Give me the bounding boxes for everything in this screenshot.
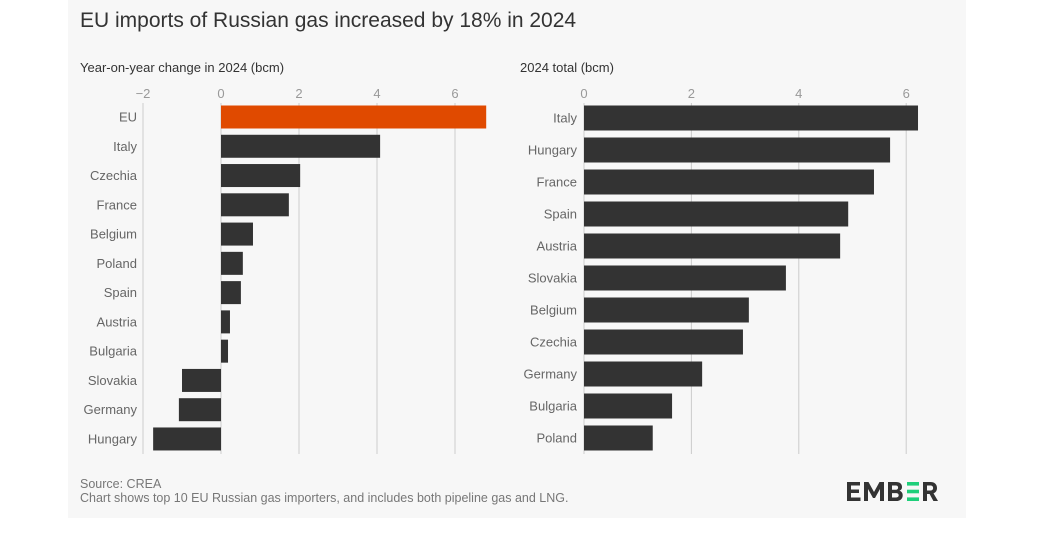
category-label: Poland (537, 431, 577, 446)
tick-label: 2 (295, 86, 302, 101)
category-label: Germany (84, 402, 138, 417)
bar-italy (584, 105, 919, 131)
tick-label: 0 (580, 86, 587, 101)
tick-label: 6 (451, 86, 458, 101)
bar-slovakia (182, 368, 221, 392)
bar-czechia (584, 329, 743, 355)
category-label: Italy (113, 139, 137, 154)
tick-label: 4 (795, 86, 802, 101)
note-text: Chart shows top 10 EU Russian gas import… (80, 491, 569, 505)
bar-austria (584, 233, 841, 259)
category-label: Italy (553, 111, 577, 126)
category-label: Hungary (528, 143, 578, 158)
category-label: Hungary (88, 431, 138, 446)
category-label: Bulgaria (529, 399, 577, 414)
category-label: France (537, 175, 577, 190)
footer: Source: CREA Chart shows top 10 EU Russi… (80, 477, 568, 505)
bar-bulgaria (584, 393, 673, 419)
category-label: Belgium (90, 227, 137, 242)
bar-eu (221, 105, 487, 129)
category-label: Slovakia (88, 373, 138, 388)
category-label: France (97, 197, 137, 212)
tick-label: 4 (373, 86, 380, 101)
tick-label: 2 (688, 86, 695, 101)
left-chart-title: Year-on-year change in 2024 (bcm) (80, 60, 285, 75)
category-label: Austria (537, 239, 578, 254)
category-label: Belgium (530, 303, 577, 318)
source-text: Source: CREA (80, 477, 162, 491)
bar-spain (584, 201, 849, 227)
category-label: Spain (544, 207, 577, 222)
ember-logo (847, 482, 938, 501)
bar-spain (221, 281, 241, 305)
bar-poland (584, 425, 653, 451)
bar-hungary (584, 137, 891, 163)
category-label: Germany (524, 367, 578, 382)
bar-hungary (153, 427, 221, 451)
right-chart-title: 2024 total (bcm) (520, 60, 614, 75)
bar-germany (584, 361, 703, 387)
category-label: Poland (97, 256, 137, 271)
bar-germany (178, 398, 221, 422)
bar-france (584, 169, 874, 195)
category-label: Spain (104, 285, 137, 300)
category-label: EU (119, 110, 137, 125)
bar-slovakia (584, 265, 786, 291)
tick-label: 6 (903, 86, 910, 101)
tick-label: 0 (217, 86, 224, 101)
bar-belgium (221, 222, 253, 246)
chart-title: EU imports of Russian gas increased by 1… (80, 9, 577, 32)
category-label: Czechia (90, 168, 138, 183)
category-label: Bulgaria (89, 344, 137, 359)
bar-france (221, 193, 289, 217)
category-label: Slovakia (528, 271, 578, 286)
bar-bulgaria (221, 339, 229, 363)
bar-austria (221, 310, 230, 334)
tick-label: −2 (136, 86, 151, 101)
bar-belgium (584, 297, 749, 323)
bar-poland (221, 251, 243, 275)
category-label: Czechia (530, 335, 578, 350)
bar-czechia (221, 164, 301, 188)
bar-italy (221, 134, 381, 158)
category-label: Austria (97, 314, 138, 329)
